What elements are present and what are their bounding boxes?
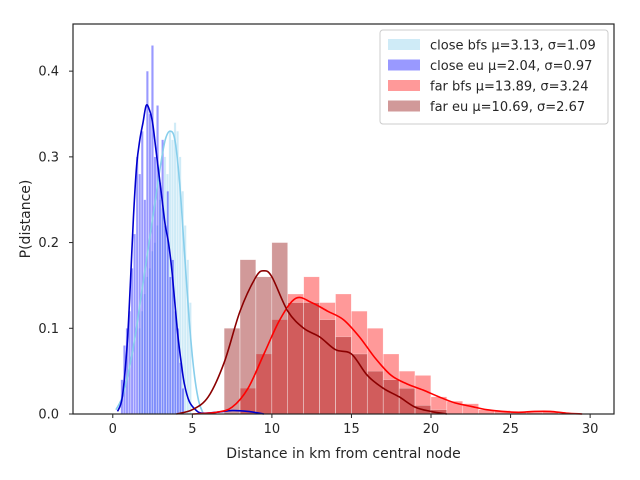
bar-1-21 [173,310,177,415]
legend-entry-0: close bfs μ=3.13, σ=1.09 [430,39,596,54]
bar-3-0 [223,328,241,415]
bar-3-3 [271,242,288,415]
legend-entry-3: far eu μ=10.69, σ=2.67 [430,100,585,115]
x-axis-ticks: 0 5 10 15 20 25 30 [109,414,599,437]
x-tick-label-3: 15 [343,422,360,437]
legend-swatch-3 [388,100,420,112]
bar-1-19 [168,276,172,415]
bar-3-6 [319,319,336,415]
bar-1-4 [130,268,134,415]
y-tick-label-2: 0.2 [38,236,59,251]
legend-entry-1: close eu μ=2.04, σ=0.97 [430,59,592,74]
bar-1-5 [133,233,137,415]
bar-1-11 [148,113,152,415]
plot-area [72,23,615,415]
bar-1-9 [143,199,147,415]
bar-3-7 [335,336,352,415]
legend-swatch-2 [388,80,420,91]
bar-1-23 [179,362,182,415]
bar-3-5 [303,302,320,415]
bar-1-16 [161,139,165,415]
legend-entry-2: far bfs μ=13.89, σ=3.24 [430,80,588,95]
kde-line-0 [115,130,205,415]
axes-frame [72,23,615,415]
kde-line-2 [192,296,583,415]
x-tick-label-4: 20 [423,422,440,437]
y-axis-label: P(distance) [18,180,34,259]
series-bars-3 [223,242,447,415]
bar-3-4 [287,302,304,415]
y-tick-label-0: 0.0 [38,408,59,423]
x-tick-label-6: 30 [582,422,599,437]
y-tick-label-4: 0.4 [38,65,59,80]
y-tick-label-3: 0.3 [38,150,59,165]
bar-3-2 [255,276,272,415]
x-tick-label-5: 25 [502,422,519,437]
histogram-bars [120,45,559,415]
legend-swatch-0 [388,39,420,50]
x-tick-label-2: 10 [264,422,281,437]
x-tick-label-0: 0 [109,422,117,437]
bar-1-18 [166,190,170,415]
y-axis-ticks: 0.0 0.1 0.2 0.3 0.4 [38,65,73,423]
bar-1-6 [135,156,139,415]
kde-lines [115,103,583,415]
bar-3-11 [398,388,416,415]
legend-swatch-1 [388,59,420,71]
bar-1-24 [181,388,185,415]
legend: close bfs μ=3.13, σ=1.09 close eu μ=2.04,… [379,29,609,125]
bar-1-10 [145,70,149,415]
bar-1-17 [163,225,167,415]
x-axis-label: Distance in km from central node [226,446,460,462]
bar-3-10 [383,379,400,415]
bar-1-15 [158,182,162,415]
x-tick-label-1: 5 [188,422,196,437]
bar-1-7 [138,173,142,415]
kde-line-3 [176,270,448,415]
bar-1-8 [140,130,144,415]
kde-line-1 [116,103,265,415]
y-tick-label-1: 0.1 [38,322,59,337]
legend-box [379,29,609,125]
